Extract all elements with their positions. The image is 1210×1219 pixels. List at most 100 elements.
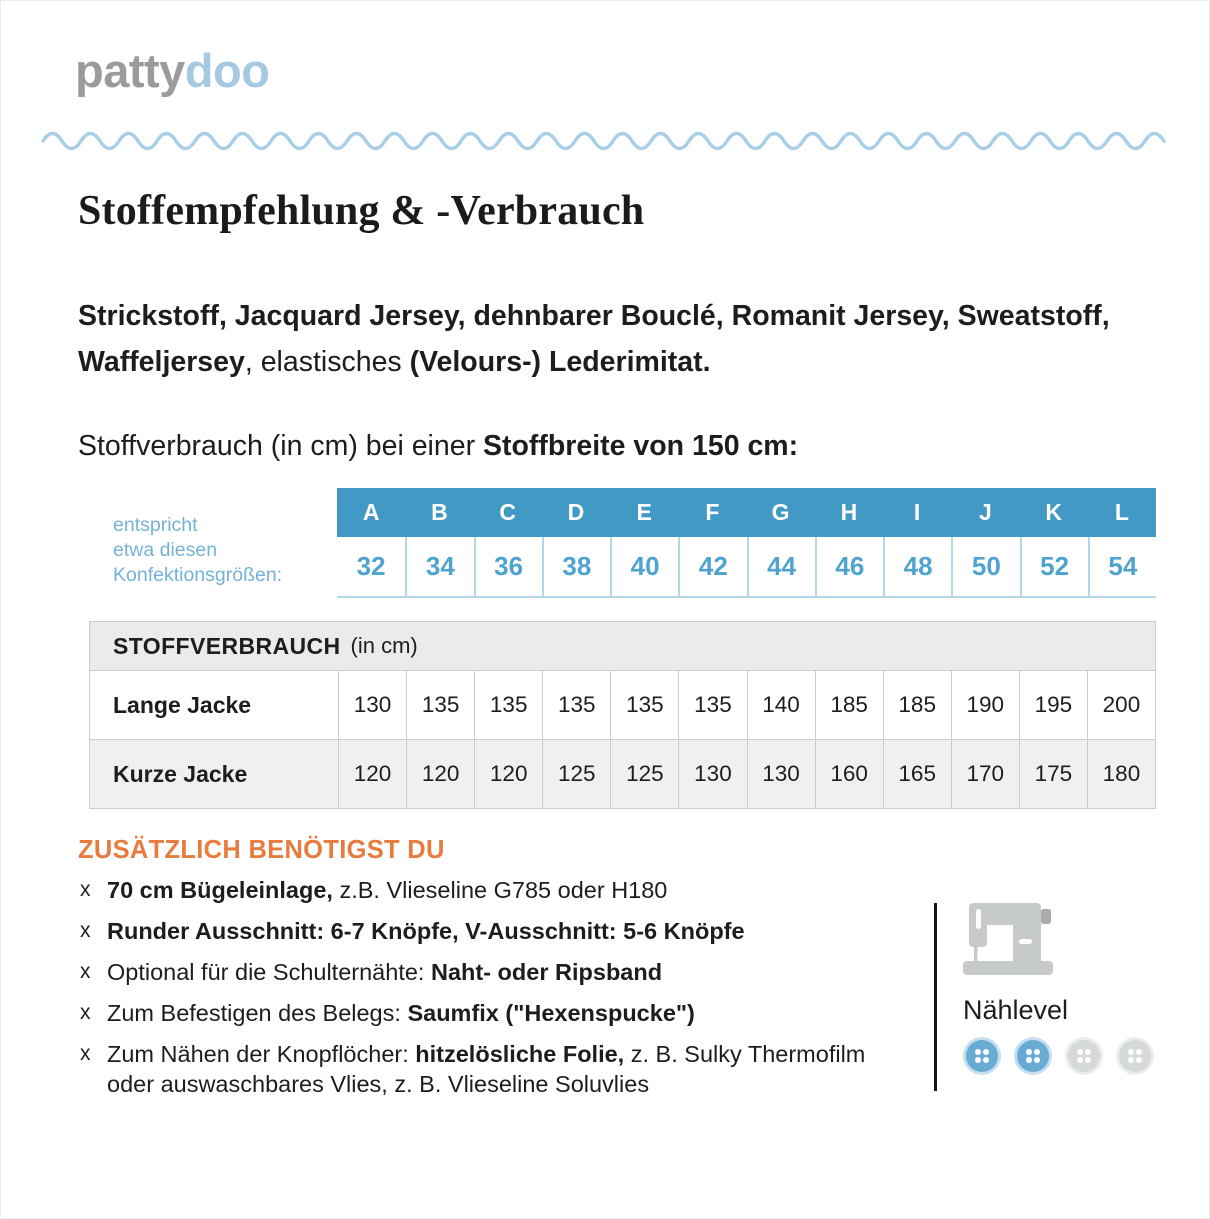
size-table-caption: entspricht etwa diesen Konfektionsgrößen… bbox=[113, 513, 282, 588]
button-hole bbox=[1077, 1049, 1083, 1055]
bullet-marker: x bbox=[80, 1001, 91, 1024]
table-row: Lange Jacke 130 135 135 135 135 135 140 185 185 19… bbox=[90, 670, 1155, 739]
size-number-cell: 38 bbox=[541, 537, 610, 596]
row-label: Lange Jacke bbox=[113, 691, 252, 718]
level-button-empty-icon bbox=[1065, 1037, 1103, 1075]
button-hole bbox=[1085, 1057, 1091, 1063]
usage-value-cell: 165 bbox=[882, 740, 951, 808]
size-number-cell: 34 bbox=[405, 537, 473, 596]
button-hole bbox=[975, 1057, 981, 1063]
usage-value-cell: 120 bbox=[338, 740, 406, 808]
button-face bbox=[1068, 1040, 1100, 1072]
level-button-filled-icon bbox=[963, 1037, 1001, 1075]
sewing-machine-icon bbox=[959, 897, 1057, 992]
button-hole bbox=[1026, 1057, 1032, 1063]
fabric-usage-table: STOFFVERBRAUCH (in cm) Lange Jacke 130 135… bbox=[89, 621, 1156, 809]
size-number-cell: 44 bbox=[746, 537, 815, 596]
list-item-text: 70 cm Bügeleinlage, z.B. Vlieseline G785… bbox=[107, 877, 668, 903]
button-hole bbox=[975, 1049, 981, 1055]
size-number-cell: 32 bbox=[356, 551, 386, 581]
usage-value-cell: 125 bbox=[610, 740, 678, 808]
size-letter-cell: B bbox=[431, 499, 448, 525]
usage-value-cell: 135 bbox=[610, 671, 678, 739]
extras-list: x 70 cm Bügeleinlage, z.B. Vlieseline G78… bbox=[80, 875, 880, 1110]
button-hole bbox=[1128, 1049, 1134, 1055]
usage-value-cell: 130 bbox=[678, 740, 746, 808]
usage-table-rows: Lange Jacke 130 135 135 135 135 135 140 185 185 19… bbox=[90, 670, 1155, 808]
list-item-text: Runder Ausschnitt: 6-7 Knöpfe, V-Ausschn… bbox=[107, 918, 745, 944]
size-letter-cell: F bbox=[705, 499, 720, 525]
usage-table-header: STOFFVERBRAUCH (in cm) bbox=[90, 622, 1155, 670]
button-hole bbox=[1136, 1057, 1142, 1063]
button-face bbox=[1017, 1040, 1049, 1072]
usage-table-title: STOFFVERBRAUCH bbox=[113, 632, 341, 659]
button-hole bbox=[1128, 1057, 1134, 1063]
usage-value-cell: 185 bbox=[814, 671, 883, 739]
usage-value-cell: 135 bbox=[678, 671, 746, 739]
vertical-divider bbox=[934, 903, 937, 1091]
list-item: x Zum Nähen der Knopflöcher: hitzelöslich… bbox=[80, 1039, 880, 1099]
level-buttons bbox=[963, 1037, 1154, 1075]
usage-table-unit: (in cm) bbox=[350, 633, 418, 658]
list-item-text: Zum Nähen der Knopflöcher: hitzelösliche… bbox=[107, 1041, 866, 1097]
caption-line: Konfektionsgrößen: bbox=[113, 564, 283, 586]
caption-line: etwa diesen bbox=[113, 539, 218, 561]
button-hole bbox=[1085, 1049, 1091, 1055]
usage-value-cell: 185 bbox=[882, 671, 951, 739]
button-hole bbox=[1034, 1057, 1040, 1063]
fabric-recommendation-text: Strickstoff, Jacquard Jersey, dehnbarer … bbox=[78, 300, 1110, 378]
size-letters-row: A B C D E F G H I J K L bbox=[337, 488, 1156, 537]
page-title: Stoffempfehlung & -Verbrauch bbox=[78, 188, 645, 234]
bullet-marker: x bbox=[80, 919, 91, 942]
pattydoo-logo: pattydoo bbox=[75, 43, 270, 98]
size-number-cell: 42 bbox=[678, 537, 746, 596]
row-label: Kurze Jacke bbox=[113, 760, 248, 787]
usage-value-cell: 120 bbox=[474, 740, 542, 808]
size-number-cell: 54 bbox=[1087, 537, 1156, 596]
table-row: Kurze Jacke 120 120 120 125 125 130 130 160 165 17… bbox=[90, 739, 1155, 808]
button-face bbox=[966, 1040, 998, 1072]
button-hole bbox=[1026, 1049, 1032, 1055]
button-hole bbox=[983, 1049, 989, 1055]
size-letter-cell: E bbox=[636, 499, 652, 525]
list-item: x Optional für die Schulternähte: Naht- o… bbox=[80, 957, 880, 987]
button-hole bbox=[983, 1057, 989, 1063]
usage-value-cell: 175 bbox=[1018, 740, 1087, 808]
list-item-text: Optional für die Schulternähte: Naht- od… bbox=[107, 959, 663, 985]
bullet-marker: x bbox=[80, 878, 91, 901]
level-label: Nählevel bbox=[963, 995, 1069, 1025]
size-number-cell: 50 bbox=[951, 537, 1019, 596]
size-numbers-row: 32 34 36 38 40 42 44 46 48 50 52 54 bbox=[337, 537, 1156, 598]
size-table: A B C D E F G H I J K L 32 34 36 38 40 42 44 46 48 50 52 54 bbox=[337, 488, 1156, 598]
size-letter-cell: L bbox=[1114, 499, 1129, 525]
bullet-marker: x bbox=[80, 960, 91, 983]
usage-value-cell: 130 bbox=[746, 740, 815, 808]
size-letter-cell: C bbox=[499, 499, 516, 525]
button-face bbox=[1119, 1040, 1151, 1072]
usage-value-cell: 180 bbox=[1086, 740, 1155, 808]
wave-divider-icon bbox=[41, 131, 1166, 151]
button-hole bbox=[1034, 1049, 1040, 1055]
usage-value-cell: 120 bbox=[406, 740, 474, 808]
list-item-text: Zum Befestigen des Belegs: Saumfix ("Hex… bbox=[107, 1000, 695, 1026]
usage-value-cell: 135 bbox=[474, 671, 542, 739]
logo-text-blue: doo bbox=[184, 44, 270, 97]
size-letter-cell: H bbox=[840, 499, 858, 525]
caption-line: entspricht bbox=[113, 514, 198, 536]
size-number-cell: 36 bbox=[473, 537, 542, 596]
usage-value-cell: 140 bbox=[746, 671, 815, 739]
size-number-cell: 40 bbox=[610, 537, 678, 596]
list-item: x 70 cm Bügeleinlage, z.B. Vlieseline G78… bbox=[80, 875, 880, 905]
size-number-cell: 48 bbox=[883, 537, 951, 596]
usage-value-cell: 135 bbox=[542, 671, 610, 739]
size-letter-cell: I bbox=[913, 499, 921, 525]
usage-value-cell: 160 bbox=[814, 740, 883, 808]
size-letter-cell: D bbox=[567, 499, 585, 525]
button-hole bbox=[1077, 1057, 1083, 1063]
usage-value-cell: 170 bbox=[950, 740, 1019, 808]
usage-value-cell: 200 bbox=[1086, 671, 1155, 739]
usage-value-cell: 125 bbox=[542, 740, 610, 808]
extras-heading: ZUSÄTZLICH BENÖTIGST DU bbox=[78, 836, 445, 864]
size-number-cell: 46 bbox=[814, 537, 883, 596]
